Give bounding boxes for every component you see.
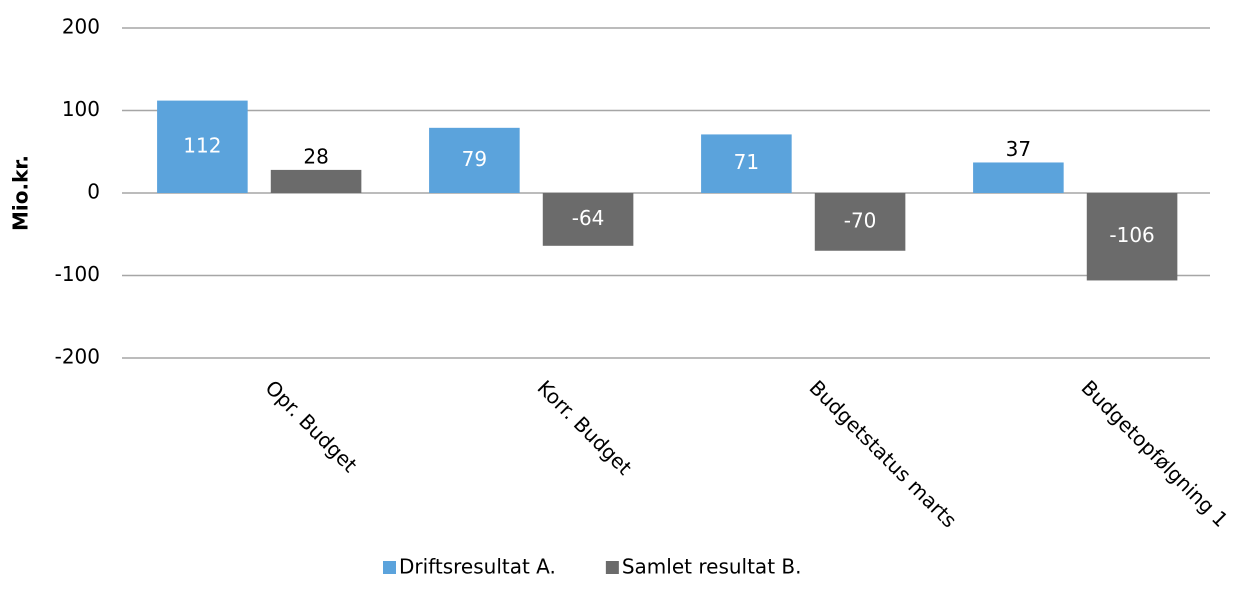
- data-label: -64: [572, 206, 605, 230]
- x-tick-label: Korr. Budget: [533, 375, 637, 479]
- legend-label: Samlet resultat B.: [622, 555, 802, 579]
- data-label: -106: [1109, 223, 1154, 247]
- data-label: -70: [844, 208, 877, 232]
- data-label: 71: [734, 150, 759, 174]
- y-tick-label: -100: [55, 262, 100, 286]
- legend-swatch: [383, 561, 396, 574]
- y-tick-label: 100: [62, 97, 100, 121]
- data-label: 28: [303, 144, 328, 168]
- bar: [542, 193, 634, 246]
- bar: [701, 134, 792, 193]
- data-label: 112: [183, 133, 221, 157]
- legend-swatch: [605, 561, 619, 574]
- data-label: 79: [462, 147, 487, 171]
- bar: [157, 100, 248, 193]
- y-tick-label: 0: [87, 180, 100, 204]
- legend-label: Driftsresultat A.: [399, 555, 556, 579]
- x-tick-label: Opr. Budget: [261, 375, 363, 477]
- bar: [1086, 193, 1178, 281]
- y-tick-label: -200: [55, 345, 100, 369]
- y-tick-label: 200: [62, 15, 100, 39]
- x-tick-label: Budgetopfølgning 1: [1077, 375, 1233, 531]
- data-label: 37: [1006, 137, 1031, 161]
- bar: [429, 127, 520, 193]
- x-tick-label: Budgetstatus marts: [805, 375, 962, 532]
- bar: [973, 162, 1064, 193]
- y-axis-label: Mio.kr.: [9, 155, 33, 231]
- bar: [814, 193, 906, 251]
- bar: [270, 169, 362, 193]
